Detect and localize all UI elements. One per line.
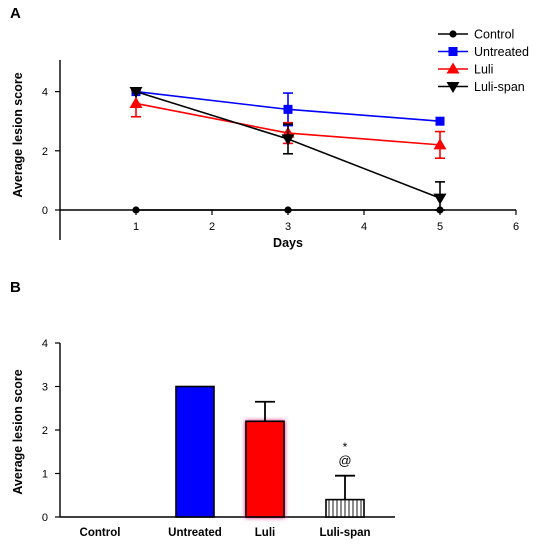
data-point-luli-span (281, 134, 295, 146)
x-tick-label-a: 5 (437, 221, 443, 233)
y-tick-label-a: 4 (42, 87, 48, 99)
data-point-luli (433, 138, 447, 150)
data-point-control (284, 206, 292, 214)
panel-label-b: B (10, 279, 21, 296)
category-label-luli-span: Luli-span (319, 527, 370, 539)
y-axis-title-b: Average lesion score (11, 369, 25, 494)
panel-label-a: A (10, 5, 21, 22)
bar-untreated (175, 385, 215, 518)
bar-luli-span (325, 498, 365, 518)
legend-label-luli-span: Luli-span (474, 80, 525, 94)
legend-marker-luli (446, 62, 460, 74)
legend-marker-untreated (448, 47, 458, 56)
category-label-control: Control (80, 527, 121, 539)
x-tick-label-a: 1 (133, 221, 139, 233)
y-tick-label-b: 1 (42, 469, 48, 481)
x-tick-label-a: 6 (513, 221, 519, 233)
legend-marker-luli-span (446, 81, 460, 93)
x-tick-label-a: 2 (209, 221, 215, 233)
y-axis-title-a: Average lesion score (11, 72, 25, 197)
category-label-untreated: Untreated (168, 527, 222, 539)
legend-label-control: Control (474, 28, 514, 42)
y-tick-label-b: 4 (42, 338, 48, 350)
data-point-luli-span (433, 193, 447, 205)
x-tick-label-a: 4 (361, 221, 367, 233)
data-point-luli-span (129, 87, 143, 99)
y-tick-label-b: 0 (42, 512, 48, 524)
x-axis-title-a: Days (273, 236, 303, 250)
legend-label-luli: Luli (474, 63, 493, 77)
data-point-untreated (435, 116, 445, 126)
category-label-luli: Luli (255, 527, 275, 539)
data-point-untreated (283, 104, 293, 114)
data-point-luli (129, 96, 143, 108)
significance-asterisk: * (343, 440, 348, 454)
y-tick-label-b: 2 (42, 425, 48, 437)
data-point-control (132, 206, 140, 214)
y-tick-label-b: 3 (42, 382, 48, 394)
legend-label-untreated: Untreated (474, 45, 529, 59)
y-tick-label-a: 2 (42, 146, 48, 158)
legend-marker-control (449, 30, 457, 38)
significance-at-sign: @ (338, 453, 351, 468)
bar-luli (245, 420, 285, 518)
x-tick-label-a: 3 (285, 221, 291, 233)
y-tick-label-a: 0 (42, 205, 48, 217)
